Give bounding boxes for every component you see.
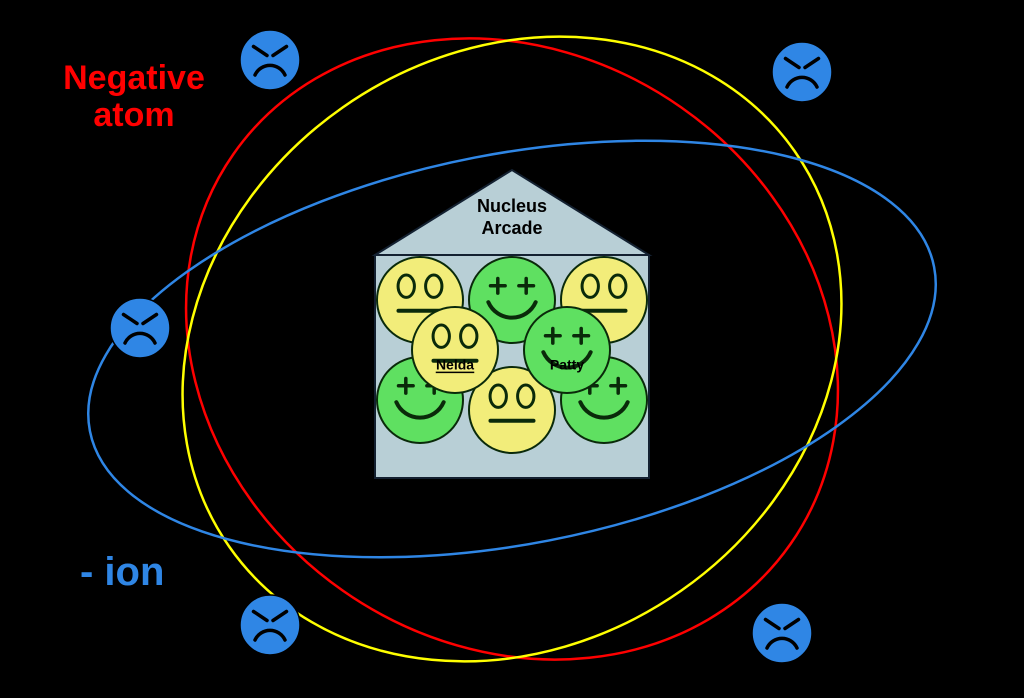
electron-3 xyxy=(240,595,300,655)
particle-label: Nelda xyxy=(436,356,474,372)
electron-0 xyxy=(240,30,300,90)
nucleus-label-2: Arcade xyxy=(481,218,542,238)
proton-7: Patty xyxy=(524,307,610,393)
neutron-6: Nelda xyxy=(412,307,498,393)
electron-1 xyxy=(772,42,832,102)
diagram-stage: NucleusArcade Nelda Patty Negativeatom - i… xyxy=(0,0,1024,698)
nucleus-label: Nucleus xyxy=(477,196,547,216)
particle-label: Patty xyxy=(550,356,584,372)
title-minus-ion: - ion xyxy=(80,550,164,595)
electron-2 xyxy=(110,298,170,358)
electron-4 xyxy=(752,603,812,663)
title-negative-atom: Negativeatom xyxy=(44,60,224,135)
